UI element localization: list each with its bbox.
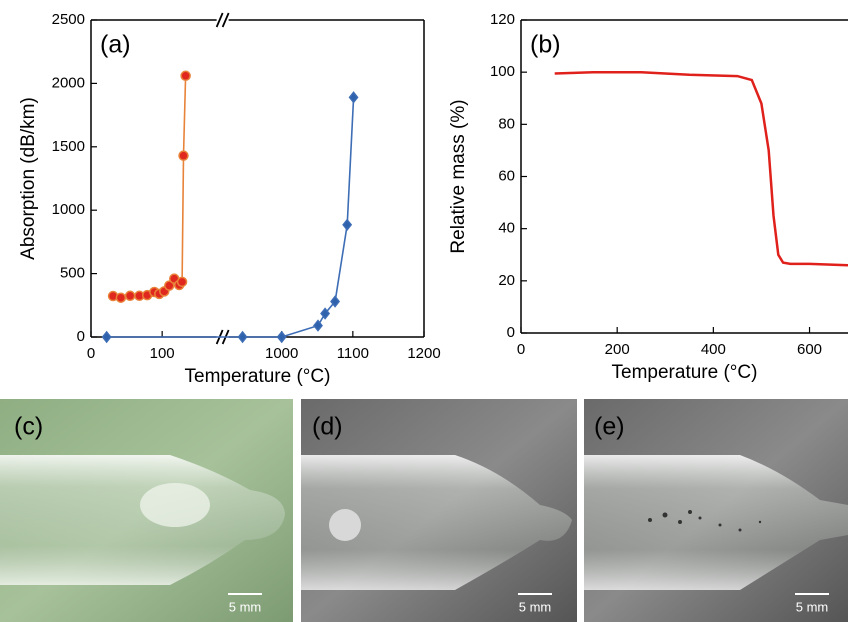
y-axis-label: Absorption (dB/km) [18, 97, 39, 260]
y-tick-label: 500 [60, 265, 85, 282]
y-tick-label: 80 [498, 115, 515, 132]
photo-label: (e) [594, 413, 625, 441]
y-tick-label: 1000 [52, 201, 85, 218]
photo-label: (d) [312, 413, 343, 441]
point [313, 319, 323, 332]
scale-bar-label: 5 mm [519, 599, 552, 614]
axis-break [215, 12, 224, 28]
x-tick-label: 200 [605, 341, 630, 358]
point [320, 307, 331, 320]
x-axis-label: Temperature (°C) [612, 362, 758, 383]
y-tick-label: 0 [507, 324, 515, 341]
photo-c: (c) 5 mm [0, 399, 293, 622]
photo-d: (d) 5 mm [301, 399, 577, 622]
y-axis-label: Relative mass (%) [448, 99, 469, 253]
y-tick-label: 0 [77, 328, 85, 345]
panel-label: (b) [530, 31, 561, 59]
y-tick-label: 60 [498, 167, 515, 184]
point [180, 70, 191, 82]
y-tick-label: 20 [498, 272, 515, 289]
axis-break [221, 12, 230, 28]
x-axis-label: Temperature (°C) [185, 366, 331, 387]
point [330, 295, 341, 308]
point [176, 276, 188, 288]
x-tick-label: 1100 [337, 345, 369, 362]
scale-bar-label: 5 mm [229, 599, 262, 614]
x-tick-label: 1200 [407, 345, 440, 362]
point [124, 290, 136, 302]
point [115, 292, 127, 303]
point [164, 280, 175, 291]
point [276, 330, 287, 344]
y-tick-label: 120 [490, 11, 515, 28]
x-tick-label: 100 [150, 345, 175, 362]
point [348, 91, 359, 104]
point [178, 150, 189, 161]
x-tick-label: 400 [701, 341, 726, 358]
point [342, 218, 353, 231]
photo-e: (e) 5 mm [584, 399, 848, 622]
point [237, 330, 248, 344]
panel-label: (a) [100, 31, 131, 59]
scale-bar-label: 5 mm [796, 599, 829, 614]
series-line [554, 70, 848, 267]
x-tick-label: 1000 [265, 345, 298, 362]
series-line [112, 75, 187, 299]
axis-break [216, 17, 229, 23]
y-tick-label: 2000 [52, 74, 85, 91]
y-tick-label: 40 [498, 220, 515, 237]
y-tick-label: 100 [490, 63, 515, 80]
photo-label: (c) [14, 413, 43, 441]
x-tick-label: 600 [797, 341, 822, 358]
x-tick-label: 0 [517, 341, 525, 358]
series-line [106, 97, 355, 338]
y-tick-label: 2500 [52, 11, 85, 28]
y-tick-label: 1500 [52, 138, 85, 155]
point [101, 330, 112, 344]
x-tick-label: 0 [87, 345, 95, 362]
